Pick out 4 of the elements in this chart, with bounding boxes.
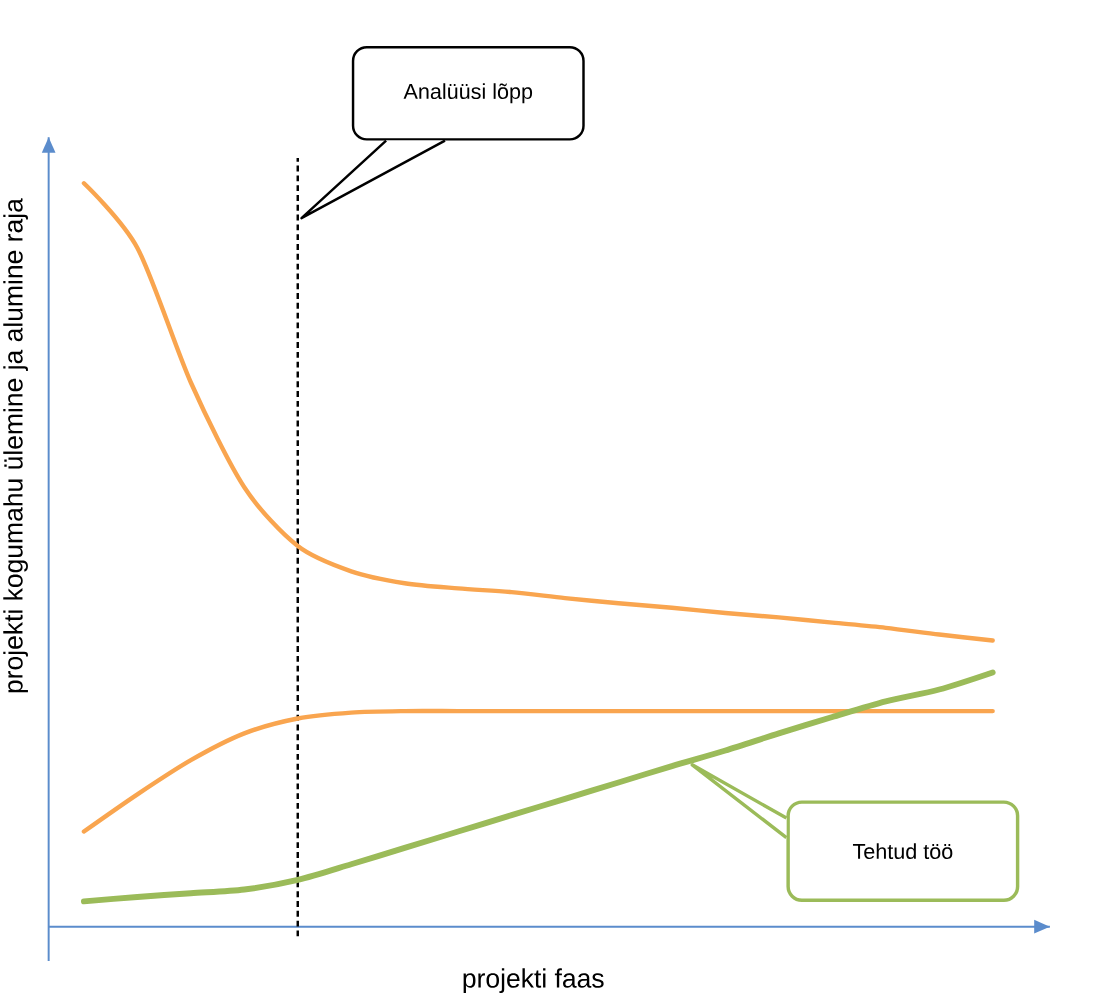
x-axis-title: projekti faas: [463, 968, 604, 993]
text: Analüüsi lõpp: [403, 83, 533, 104]
y-axis-title: projekti kogumahu ülemine ja alumine raja: [3, 198, 28, 693]
text: Tehtud töö: [852, 843, 953, 859]
